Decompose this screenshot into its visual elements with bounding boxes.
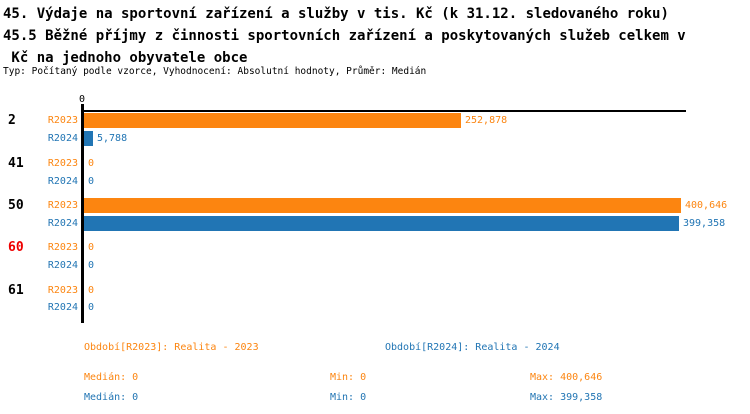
- axis-zero-tick-label: 0: [78, 94, 86, 105]
- series-label-r2024-cat60: R2024: [47, 259, 78, 271]
- stat-min-r2024: Min: 0: [330, 392, 367, 403]
- stat-max-r2024: Max: 399,358: [530, 392, 603, 403]
- value-label-r2024-cat60: 0: [88, 259, 95, 271]
- value-label-r2024-cat2: 5,788: [97, 132, 128, 144]
- series-label-r2024-cat50: R2024: [47, 217, 78, 229]
- value-label-r2023-cat60: 0: [88, 242, 95, 253]
- legend-item-r2024: Období[R2024]: Realita - 2024: [385, 342, 560, 353]
- chart-title-line2: 45.5 Běžné příjmy z činnosti sportovních…: [3, 28, 686, 44]
- category-label-61: 61: [8, 282, 24, 298]
- value-label-r2023-cat61: 0: [88, 284, 95, 296]
- value-label-r2024-cat41: 0: [88, 175, 95, 187]
- stat-median-r2023: Medián: 0: [84, 372, 139, 383]
- value-label-r2024-cat50: 399,358: [683, 217, 726, 229]
- stat-median-r2024: Medián: 0: [84, 392, 139, 403]
- series-label-r2024-cat41: R2024: [47, 175, 78, 187]
- value-label-r2023-cat50: 400,646: [685, 200, 728, 211]
- series-label-r2024-cat61: R2024: [47, 302, 78, 313]
- legend-item-r2023: Období[R2023]: Realita - 2023: [84, 342, 259, 353]
- category-label-50: 50: [8, 198, 24, 213]
- series-label-r2024-cat2: R2024: [47, 132, 78, 144]
- stat-min-r2023: Min: 0: [330, 372, 367, 383]
- category-label-41: 41: [8, 156, 24, 171]
- series-label-r2023-cat60: R2023: [47, 242, 78, 253]
- series-label-r2023-cat41: R2023: [47, 158, 78, 169]
- value-label-r2024-cat61: 0: [88, 302, 95, 313]
- bar-r2023-cat50: [84, 198, 681, 213]
- chart-title-line3: Kč na jednoho obyvatele obce: [3, 50, 248, 66]
- chart-meta-line: Typ: Počítaný podle vzorce, Vyhodnocení:…: [3, 66, 427, 77]
- category-label-2: 2: [8, 113, 16, 128]
- value-label-r2023-cat41: 0: [88, 158, 95, 169]
- series-label-r2023-cat2: R2023: [47, 115, 78, 126]
- series-label-r2023-cat50: R2023: [47, 200, 78, 211]
- category-label-60: 60: [8, 240, 24, 255]
- stat-max-r2023: Max: 400,646: [530, 372, 603, 383]
- y-axis-line: [81, 104, 84, 323]
- series-label-r2023-cat61: R2023: [47, 284, 78, 296]
- value-label-r2023-cat2: 252,878: [465, 115, 508, 126]
- bar-r2023-cat2: [84, 113, 461, 128]
- x-axis-line: [82, 110, 686, 112]
- bar-r2024-cat50: [84, 215, 679, 231]
- bar-r2024-cat2: [84, 130, 93, 146]
- chart-title-line1: 45. Výdaje na sportovní zařízení a služb…: [3, 6, 669, 22]
